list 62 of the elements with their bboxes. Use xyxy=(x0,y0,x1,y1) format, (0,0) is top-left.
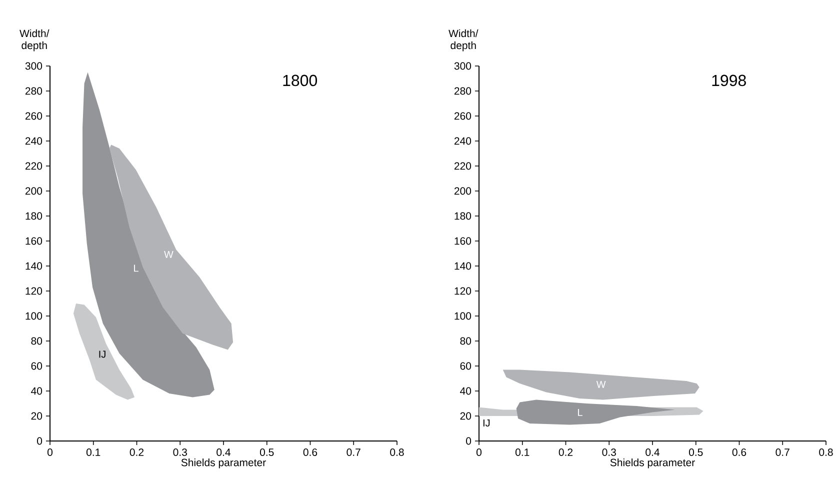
y-tick-label: 20 xyxy=(460,412,472,420)
y-axis-title: Width/ depth xyxy=(448,29,478,52)
y-tick-label: 0 xyxy=(466,437,472,445)
x-tick-label: 0.5 xyxy=(688,448,703,456)
x-tick-label: 0.2 xyxy=(130,448,144,456)
x-tick-label: 0.3 xyxy=(173,448,187,456)
series-label: L xyxy=(134,264,138,272)
y-tick-label: 40 xyxy=(460,387,472,395)
chart-title: 1800 xyxy=(283,74,318,86)
y-tick-label: 200 xyxy=(454,187,472,195)
y-tick-label: 280 xyxy=(454,87,472,95)
x-axis-title: Shields parameter xyxy=(181,458,266,468)
y-axis-title: Width/ depth xyxy=(20,29,50,52)
series-label: L xyxy=(578,409,582,416)
series-label: IJ xyxy=(483,420,490,427)
x-tick-label: 0.5 xyxy=(260,448,274,456)
y-tick-label: 60 xyxy=(31,362,42,370)
y-tick-label: 160 xyxy=(26,237,42,245)
y-tick-label: 200 xyxy=(25,187,42,195)
y-tick-label: 180 xyxy=(26,212,42,220)
y-tick-label: 60 xyxy=(460,362,472,370)
series-label: IJ xyxy=(99,350,106,358)
x-tick-label: 0 xyxy=(476,448,482,456)
y-tick-label: 260 xyxy=(454,112,472,120)
y-tick-label: 100 xyxy=(454,312,472,320)
y-tick-label: 300 xyxy=(454,62,472,70)
x-tick-label: 0.6 xyxy=(732,448,746,456)
x-tick-label: 0.8 xyxy=(390,448,404,456)
y-tick-label: 180 xyxy=(454,212,472,220)
x-tick-label: 0.1 xyxy=(515,448,530,456)
y-tick-label: 80 xyxy=(460,337,472,345)
y-tick-label: 160 xyxy=(454,237,472,245)
x-axis-title: Shields parameter xyxy=(610,458,695,468)
y-tick-label: 240 xyxy=(454,137,472,145)
series-label: W xyxy=(596,380,606,388)
x-tick-label: 0.3 xyxy=(602,448,616,456)
y-tick-label: 20 xyxy=(31,412,42,420)
y-tick-label: 220 xyxy=(25,162,42,170)
x-tick-label: 0.7 xyxy=(776,448,790,456)
x-tick-label: 0.4 xyxy=(646,448,660,456)
x-tick-label: 0 xyxy=(47,448,52,456)
x-tick-label: 0.8 xyxy=(819,448,833,456)
x-tick-label: 0.4 xyxy=(216,448,230,456)
x-tick-label: 0.1 xyxy=(86,448,100,456)
x-tick-label: 0.6 xyxy=(303,448,318,456)
series-label: W xyxy=(164,251,174,258)
y-tick-label: 140 xyxy=(454,262,472,270)
y-tick-label: 80 xyxy=(31,337,42,345)
y-tick-label: 120 xyxy=(26,287,42,295)
x-tick-label: 0.7 xyxy=(346,448,360,456)
y-tick-label: 220 xyxy=(454,162,472,170)
x-tick-label: 0.2 xyxy=(558,448,573,456)
y-tick-label: 100 xyxy=(26,312,42,320)
y-tick-label: 0 xyxy=(37,437,42,445)
y-tick-label: 280 xyxy=(25,87,42,95)
y-tick-label: 260 xyxy=(25,112,42,120)
chart-title: 1998 xyxy=(712,74,746,86)
y-tick-label: 300 xyxy=(25,62,42,70)
y-tick-label: 240 xyxy=(25,137,42,145)
y-tick-label: 120 xyxy=(454,287,472,295)
y-tick-label: 140 xyxy=(26,262,42,270)
y-tick-label: 40 xyxy=(31,387,42,395)
